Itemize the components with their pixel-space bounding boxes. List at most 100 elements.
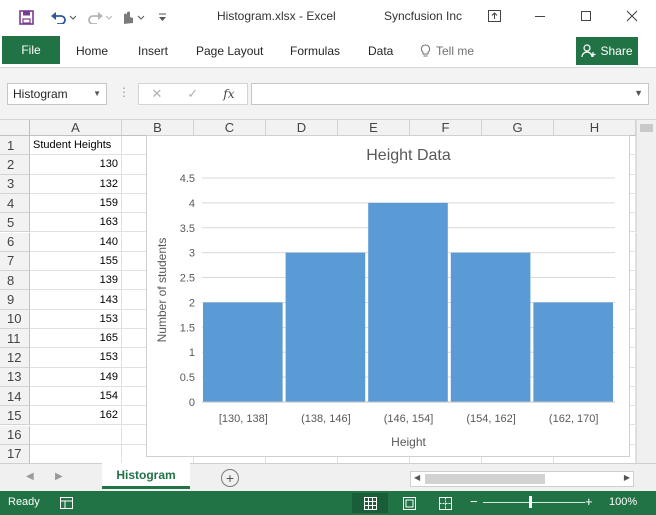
tab-formulas[interactable]: Formulas: [290, 44, 341, 58]
row-header-12[interactable]: 12: [0, 348, 30, 368]
insert-function-icon[interactable]: fx: [223, 87, 235, 101]
page-layout-view-icon[interactable]: [391, 493, 427, 513]
row-header-9[interactable]: 9: [0, 290, 30, 310]
vertical-scrollbar[interactable]: [636, 120, 656, 463]
enter-icon[interactable]: ✓: [187, 86, 199, 101]
zoom-slider-thumb[interactable]: [529, 496, 532, 508]
row-header-7[interactable]: 7: [0, 251, 30, 272]
customize-qat-icon[interactable]: [155, 5, 169, 29]
row-header-2[interactable]: 2: [0, 155, 30, 175]
y-tick-label: 1: [189, 347, 195, 359]
row-header-6[interactable]: 6: [0, 232, 30, 252]
cell-a9[interactable]: 143: [30, 290, 122, 310]
minimize-icon[interactable]: [523, 4, 557, 28]
row-header-1[interactable]: 1: [0, 136, 30, 156]
cell-a6[interactable]: 140: [30, 232, 122, 252]
tab-insert[interactable]: Insert: [138, 44, 169, 58]
horizontal-scrollbar[interactable]: ◀ ▶: [410, 471, 634, 487]
account-name[interactable]: Syncfusion Inc: [384, 9, 463, 23]
column-header-e[interactable]: E: [338, 120, 410, 136]
file-tab[interactable]: File: [2, 36, 60, 64]
histogram-bar: [285, 252, 366, 402]
zoom-in-button[interactable]: +: [585, 494, 593, 509]
cell-a7[interactable]: 155: [30, 251, 122, 272]
cell-a2[interactable]: 130: [30, 155, 122, 175]
cell-a1[interactable]: Student Heights: [30, 136, 122, 156]
horizontal-scroll-thumb[interactable]: [425, 474, 545, 484]
formula-buttons: ✕ ✓ fx: [138, 83, 248, 105]
name-box[interactable]: Histogram ▼: [7, 83, 107, 105]
undo-icon[interactable]: [48, 5, 78, 29]
column-header-a[interactable]: A: [30, 120, 122, 136]
cell-a3[interactable]: 132: [30, 174, 122, 194]
close-icon[interactable]: [615, 4, 649, 28]
tell-me-box[interactable]: Tell me: [420, 44, 474, 58]
x-tick-label: (138, 146]: [301, 413, 351, 425]
column-header-g[interactable]: G: [482, 120, 554, 136]
scroll-sheets-left-icon[interactable]: ◀: [26, 471, 34, 482]
column-header-c[interactable]: C: [194, 120, 266, 136]
row-header-15[interactable]: 15: [0, 406, 30, 426]
tell-me-label: Tell me: [436, 44, 475, 58]
column-header-b[interactable]: B: [122, 120, 194, 136]
histogram-chart[interactable]: Height Data 0 0.5 1 1.5 2 2.5 3 3.5 4 4.5 [130, 138…: [146, 135, 630, 457]
cell-a13[interactable]: 149: [30, 367, 122, 387]
row-header-5[interactable]: 5: [0, 213, 30, 233]
touch-mode-icon[interactable]: [117, 5, 147, 29]
formula-input[interactable]: ▼: [251, 83, 649, 105]
cell-a16[interactable]: [30, 425, 122, 445]
row-header-4[interactable]: 4: [0, 193, 30, 214]
cell-a17[interactable]: [30, 444, 122, 463]
tab-page-layout[interactable]: Page Layout: [196, 44, 264, 58]
row-header-13[interactable]: 13: [0, 367, 30, 387]
row-header-14[interactable]: 14: [0, 386, 30, 407]
vertical-scroll-up-arrow[interactable]: [640, 124, 653, 132]
zoom-level[interactable]: 100%: [609, 496, 638, 508]
tab-home[interactable]: Home: [76, 44, 109, 58]
cell-a8[interactable]: 139: [30, 271, 122, 291]
page-break-preview-icon[interactable]: [427, 493, 463, 513]
add-sheet-icon[interactable]: +: [221, 469, 239, 487]
scroll-sheets-right-icon[interactable]: ▶: [55, 471, 63, 482]
macro-record-icon[interactable]: [56, 493, 76, 513]
ribbon-display-options-icon[interactable]: [477, 4, 511, 28]
scroll-right-arrow-icon[interactable]: ▶: [623, 473, 630, 482]
row-header-16[interactable]: 16: [0, 425, 30, 445]
row-header-3[interactable]: 3: [0, 174, 30, 194]
row-header-8[interactable]: 8: [0, 271, 30, 291]
column-header-h[interactable]: H: [554, 120, 636, 136]
cell-a15[interactable]: 162: [30, 406, 122, 426]
row-header-10[interactable]: 10: [0, 309, 30, 329]
row-header-11[interactable]: 11: [0, 329, 30, 349]
row-header-17[interactable]: 17: [0, 444, 30, 463]
cell-a11[interactable]: 165: [30, 329, 122, 349]
zoom-out-button[interactable]: −: [470, 494, 478, 509]
formula-bar: Histogram ▼ ⋮ ✕ ✓ fx ▼: [0, 68, 656, 120]
save-icon[interactable]: [14, 5, 38, 29]
zoom-slider-track[interactable]: [483, 502, 585, 503]
cell-a5[interactable]: 163: [30, 213, 122, 233]
cancel-icon[interactable]: ✕: [151, 86, 163, 101]
normal-view-icon[interactable]: [352, 493, 388, 513]
histogram-bar: [450, 252, 531, 402]
y-tick-label: 3.5: [180, 223, 195, 235]
chevron-down-icon[interactable]: ▼: [93, 89, 101, 98]
share-button[interactable]: Share: [576, 37, 638, 65]
tab-data[interactable]: Data: [368, 44, 394, 58]
column-header-f[interactable]: F: [410, 120, 482, 136]
y-axis-title: Number of students: [155, 238, 169, 343]
sheet-tab-histogram[interactable]: Histogram: [102, 463, 190, 489]
cell-a10[interactable]: 153: [30, 309, 122, 329]
maximize-icon[interactable]: [569, 4, 603, 28]
expand-formula-bar-icon[interactable]: ▼: [634, 88, 643, 98]
formula-bar-grip[interactable]: ⋮: [118, 85, 130, 99]
y-tick-label: 4.5: [180, 173, 195, 185]
cell-a4[interactable]: 159: [30, 193, 122, 214]
redo-icon[interactable]: [84, 5, 114, 29]
scroll-left-arrow-icon[interactable]: ◀: [414, 473, 421, 482]
cell-a14[interactable]: 154: [30, 386, 122, 407]
cell-h17[interactable]: [554, 444, 636, 463]
cell-a12[interactable]: 153: [30, 348, 122, 368]
select-all-corner[interactable]: [0, 120, 30, 136]
column-header-d[interactable]: D: [266, 120, 338, 136]
